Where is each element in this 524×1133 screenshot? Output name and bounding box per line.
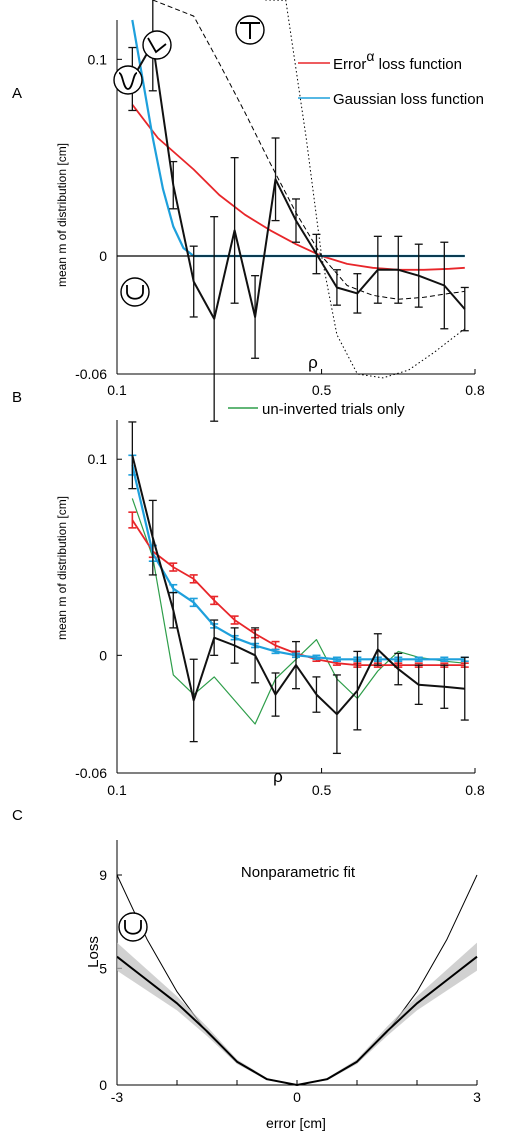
y-tick-label: 0 [99,248,107,264]
y-tick-label: 0 [99,647,107,663]
panel-label-a: A [12,85,22,102]
series-line-blue_err [131,464,465,661]
panel-a-axes: 0.1 0.5 0.8 0.1 0 -0.06 [75,20,485,398]
v-shape-loss-icon [142,30,172,60]
y-tick-label: 0.1 [88,51,108,67]
series-line-dashed [152,0,465,300]
y-tick-label: -0.06 [75,366,107,382]
x-tick-label: 0.5 [312,382,332,398]
panel-a-plot: 0.1 0.5 0.8 0.1 0 -0.06 mean m of distributio… [55,0,485,422]
series-line-red [131,104,465,271]
u-shape-loss-icon-c [118,912,148,942]
series-line-data [131,42,466,320]
legend-label-gaussian: Gaussian loss function [333,91,484,108]
panel-c-y-axis-label: Loss [85,936,102,968]
legend-label-error-alpha: Errorα loss function [333,48,462,73]
panel-label-b: B [12,389,22,406]
x-tick-label: 0 [293,1089,301,1105]
panel-b-legend: un-inverted trials only [228,401,405,418]
series-line-thick [116,955,478,1086]
x-tick-label: 0.8 [465,382,485,398]
panel-a-x-axis-label: ρ [308,353,318,372]
panel-c-title: Nonparametric fit [241,864,356,881]
panel-a-series [117,0,469,422]
panel-b-y-axis-label: mean m of distribution [cm] [55,496,69,640]
x-tick-label: 0.1 [107,782,127,798]
x-tick-label: 3 [473,1089,481,1105]
panel-a-y-axis-label: mean m of distribution [cm] [55,143,69,287]
x-tick-label: -3 [111,1089,124,1105]
x-tick-label: 0.1 [107,382,127,398]
panel-c-x-axis-label: error [cm] [266,1115,326,1131]
y-tick-label: 0.1 [88,451,108,467]
panel-b-x-axis-label: ρ [273,767,283,786]
panel-b-series [128,421,469,755]
panel-c-series [116,874,478,1086]
panel-a-legend: Errorα loss function Gaussian loss funct… [298,48,484,108]
y-tick-label: -0.06 [75,765,107,781]
y-tick-label: 0 [99,1077,107,1093]
confidence-band [117,942,477,1085]
panel-label-c: C [12,807,23,824]
wide-u-loss-icon [113,65,143,95]
panel-b-axes: 0.1 0.5 0.8 0.1 0 -0.06 [75,420,485,798]
x-tick-label: 0.5 [312,782,332,798]
series-line-red_err [131,519,465,666]
legend-label-uninverted: un-inverted trials only [262,401,405,418]
series-line-data [131,455,465,716]
y-tick-label: 9 [99,867,107,883]
t-shape-loss-icon [235,15,265,45]
u-shape-loss-icon [120,277,150,307]
series-line-green [131,498,465,725]
x-tick-label: 0.8 [465,782,485,798]
y-tick-label: 5 [99,960,107,976]
panel-b-plot: 0.1 0.5 0.8 0.1 0 -0.06 mean m of distributio… [55,401,485,798]
series-line-dotted [265,0,466,379]
series-line-thin [116,874,478,1086]
